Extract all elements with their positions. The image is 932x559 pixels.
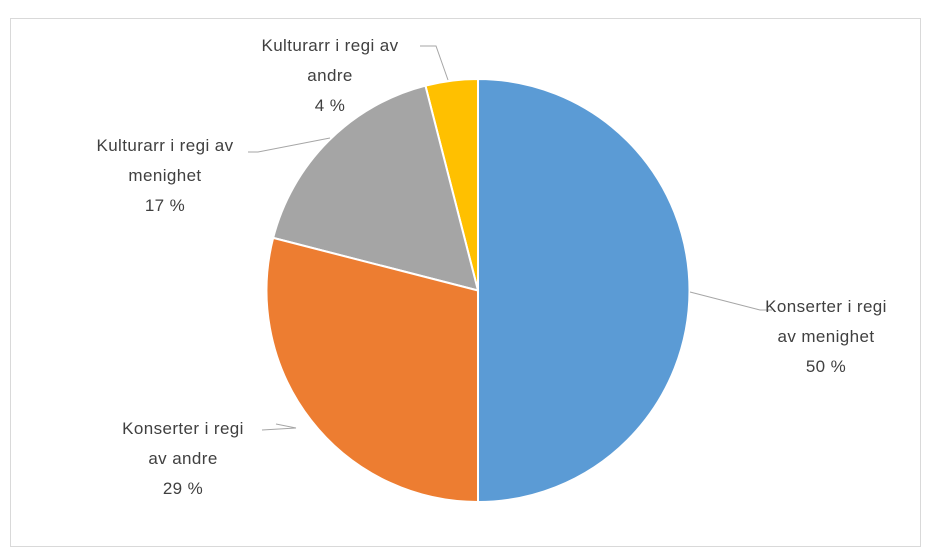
category-label: Kulturarr i regi av menighet [96, 136, 234, 185]
value-label: 50 % [805, 357, 847, 376]
chart-frame [10, 18, 921, 547]
pie-slice [271, 84, 480, 292]
leader-line [689, 291, 772, 311]
leader-line [420, 45, 449, 81]
category-label: Konserter i regi av andre [122, 419, 244, 468]
value-label: 17 % [144, 196, 186, 215]
pie-slice [477, 77, 691, 504]
leader-line [261, 423, 297, 431]
slice-label: Kulturarr i regi av menighet 17 % [78, 131, 253, 221]
category-label: Konserter i regi av menighet [765, 297, 887, 346]
leader-line [248, 137, 331, 153]
slice-label: Konserter i regi av andre 29 % [113, 414, 253, 504]
category-label: Kulturarr i regi av andre [261, 36, 399, 85]
slice-label: Kulturarr i regi av andre 4 % [243, 31, 418, 121]
leader-lines [248, 45, 772, 431]
slice-label: Konserter i regi av menighet 50 % [756, 292, 896, 382]
value-label: 4 % [314, 96, 346, 115]
pie-slice [265, 236, 479, 504]
value-label: 29 % [162, 479, 204, 498]
